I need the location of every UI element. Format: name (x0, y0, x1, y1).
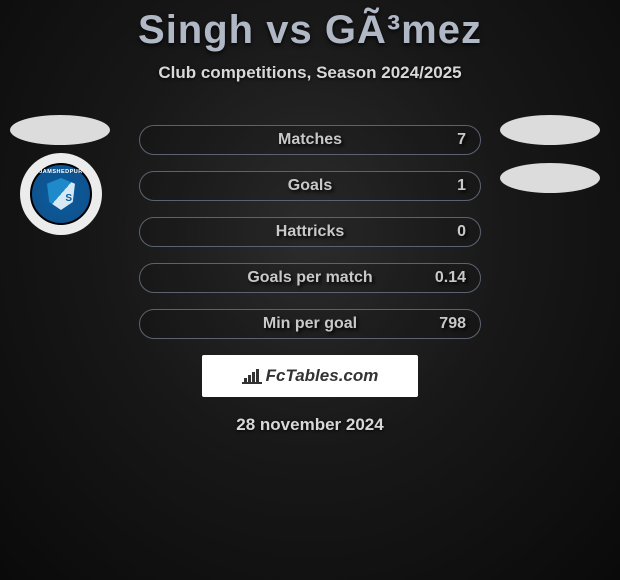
player-right-photo-placeholder (500, 115, 600, 145)
stat-row-goals: Goals 1 (139, 171, 481, 201)
page-subtitle: Club competitions, Season 2024/2025 (0, 63, 620, 83)
stat-row-goals-per-match: Goals per match 0.14 (139, 263, 481, 293)
club-badge-left: JAMSHEDPUR S (20, 153, 102, 235)
stat-label: Goals per match (247, 269, 372, 287)
comparison-container: JAMSHEDPUR S Matches 7 Goals 1 Hattricks… (0, 115, 620, 435)
date-label: 28 november 2024 (0, 415, 620, 435)
club-name-text: JAMSHEDPUR (39, 169, 83, 175)
player-left-column: JAMSHEDPUR S (10, 115, 110, 235)
stat-row-hattricks: Hattricks 0 (139, 217, 481, 247)
stat-value-right: 0.14 (435, 269, 466, 287)
club-shield-icon: S (47, 178, 75, 210)
stat-label: Min per goal (263, 315, 357, 333)
stats-bars: Matches 7 Goals 1 Hattricks 0 Goals per … (139, 115, 481, 339)
stat-row-min-per-goal: Min per goal 798 (139, 309, 481, 339)
stat-label: Goals (288, 177, 332, 195)
stat-label: Hattricks (276, 223, 344, 241)
stat-row-matches: Matches 7 (139, 125, 481, 155)
stat-value-right: 7 (457, 131, 466, 149)
player-right-column (500, 115, 600, 201)
stat-label: Matches (278, 131, 342, 149)
page-title: Singh vs GÃ³mez (0, 0, 620, 53)
club-badge-right-placeholder (500, 163, 600, 193)
stat-value-right: 1 (457, 177, 466, 195)
stat-value-right: 798 (439, 315, 466, 333)
branding-text: FcTables.com (266, 366, 379, 386)
chart-icon (242, 368, 262, 384)
player-left-photo-placeholder (10, 115, 110, 145)
branding-logo[interactable]: FcTables.com (202, 355, 418, 397)
stat-value-right: 0 (457, 223, 466, 241)
